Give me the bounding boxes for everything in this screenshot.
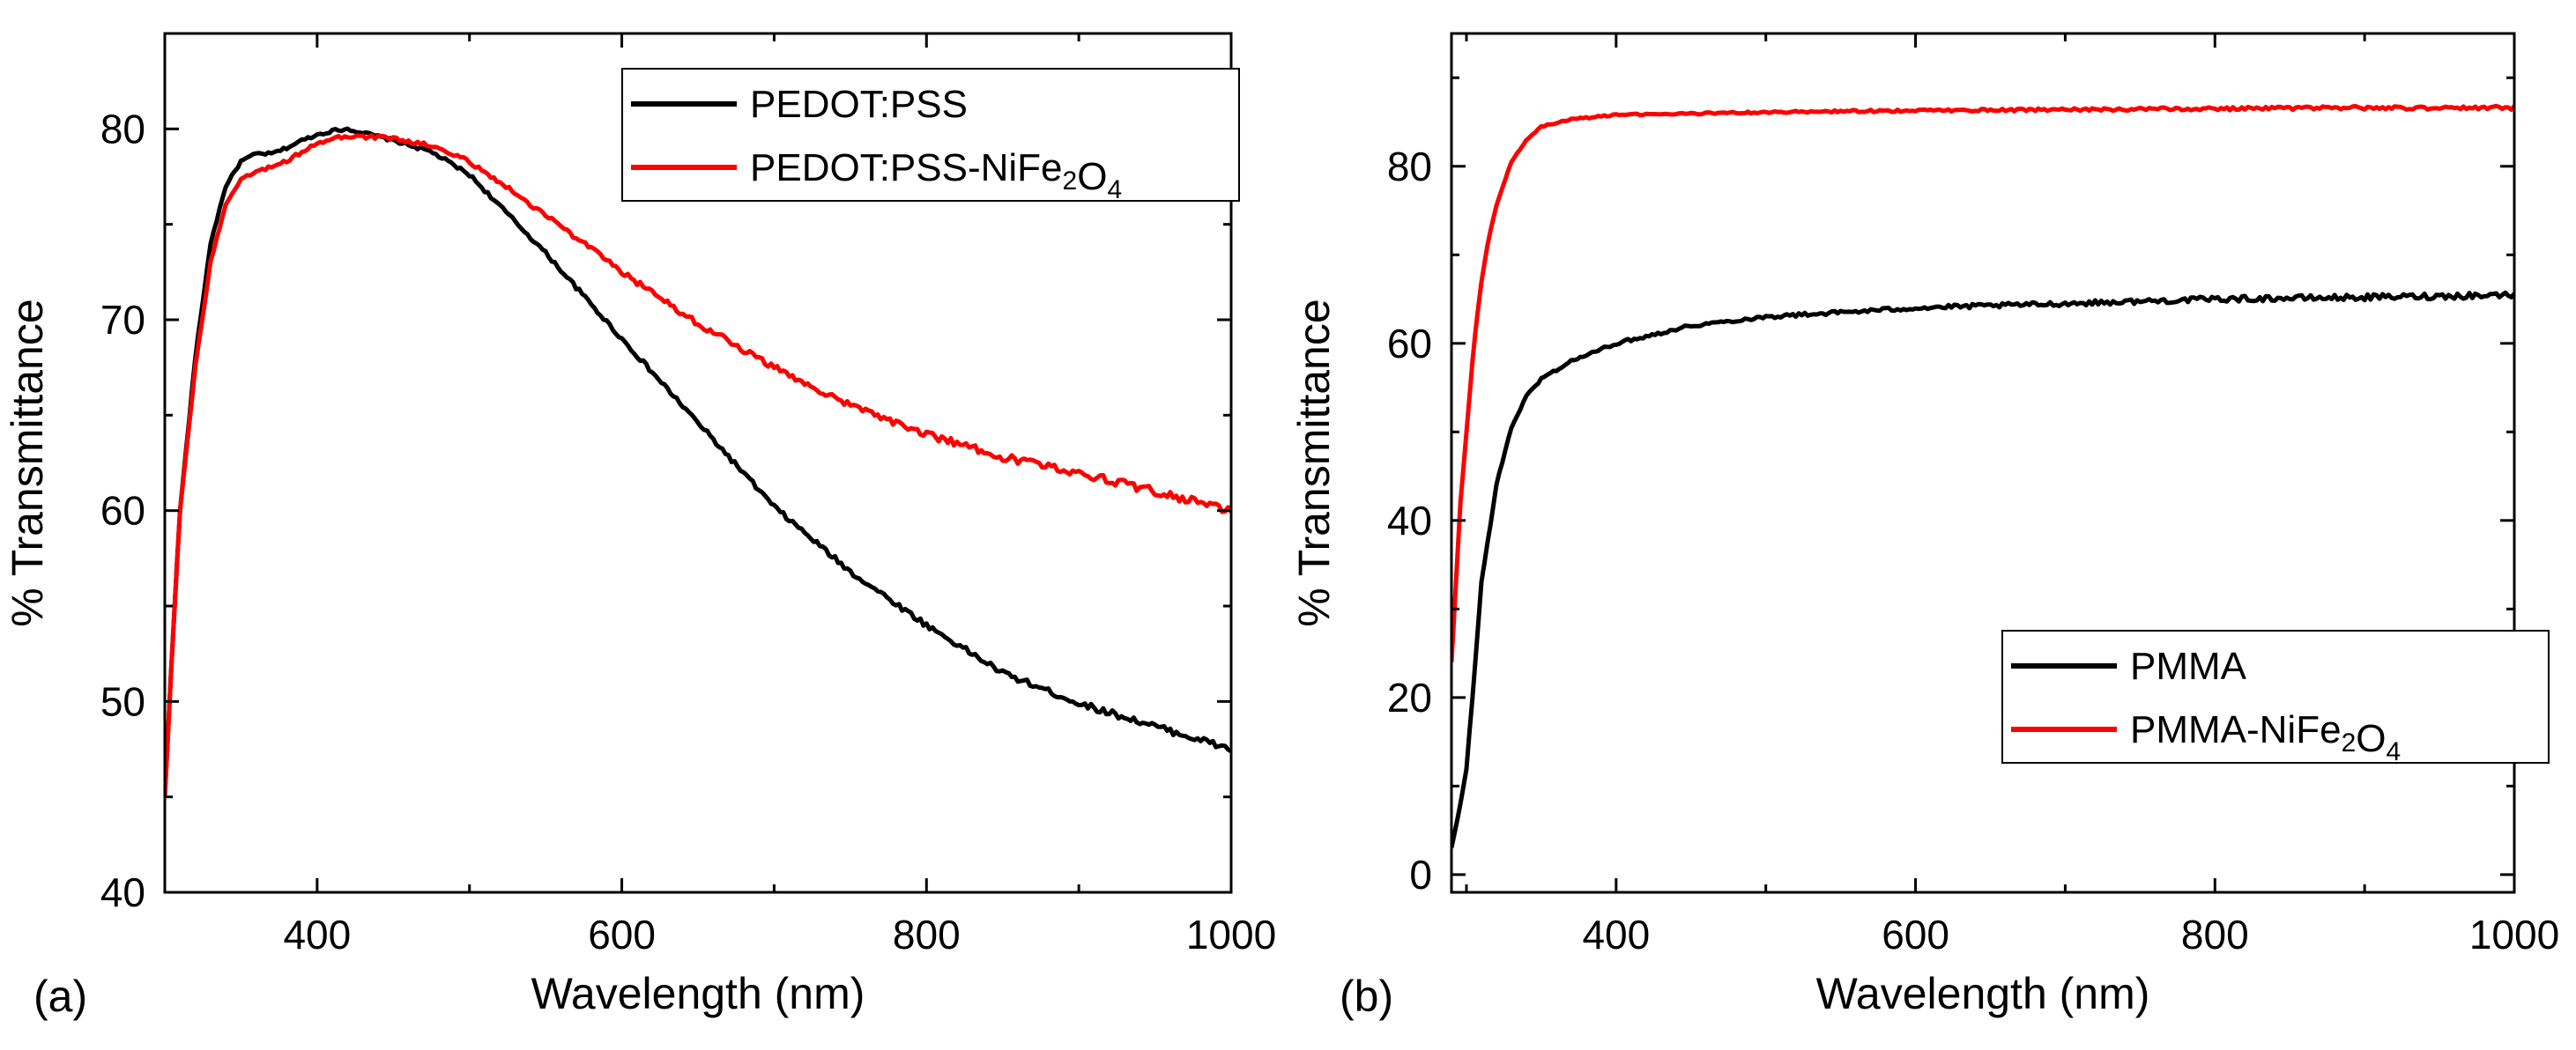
plot-frame [1450,32,2516,894]
y-tick-label: 60 [100,488,145,534]
legend: PEDOT:PSS PEDOT:PSS-NiFe2O4 [621,68,1240,204]
panel-a: 400 600 800 1000 40 50 60 70 80 Wavelength (nm) % … [3,32,1276,1021]
legend-label: PMMA [2130,645,2247,688]
panel-label: (a) [33,972,87,1021]
legend-label: PMMA-NiFe2O4 [2130,708,2401,766]
x-tick-label: 600 [588,912,656,958]
y-tick-label: 50 [100,678,145,724]
series-line-pmma-nife2o4 [1451,103,2514,663]
y-tick-label: 80 [100,106,145,152]
y-tick-label: 40 [1387,498,1432,543]
x-tick-label: 600 [1882,912,1949,958]
series-line-pedot-pss [165,126,1231,797]
series-line-pedot-pss-nife2o4 [165,133,1231,798]
x-axis-title: Wavelength (nm) [1816,969,2150,1018]
legend-box [2001,630,2550,764]
y-axis-title: % Transmittance [3,299,52,626]
x-tick-label: 1000 [2469,912,2559,958]
y-tick-label: 40 [100,869,145,915]
y-axis-title: % Transmittance [1289,299,1339,626]
x-tick-label: 400 [1582,912,1650,958]
x-axis-title: Wavelength (nm) [531,969,865,1018]
x-tick-label: 1000 [1186,912,1276,958]
series-line-pmma [1451,290,2514,848]
legend-label: PEDOT:PSS-NiFe2O4 [750,146,1122,204]
y-tick-label: 20 [1387,675,1432,721]
x-tick-label: 400 [283,912,351,958]
panel-label: (b) [1340,972,1393,1021]
y-tick-label: 70 [100,297,145,343]
panel-b: 400 600 800 1000 0 20 40 60 80 Wavelength (nm) % T… [1289,32,2559,1021]
plot-frame [163,32,1233,894]
x-tick-label: 800 [2181,912,2249,958]
legend-label: PEDOT:PSS [750,83,968,126]
legend: PMMA PMMA-NiFe2O4 [2001,630,2550,766]
y-tick-label: 80 [1387,144,1432,189]
x-tick-label: 800 [893,912,961,958]
y-tick-label: 60 [1387,321,1432,366]
y-tick-label: 0 [1409,852,1432,898]
legend-box [621,68,1240,202]
